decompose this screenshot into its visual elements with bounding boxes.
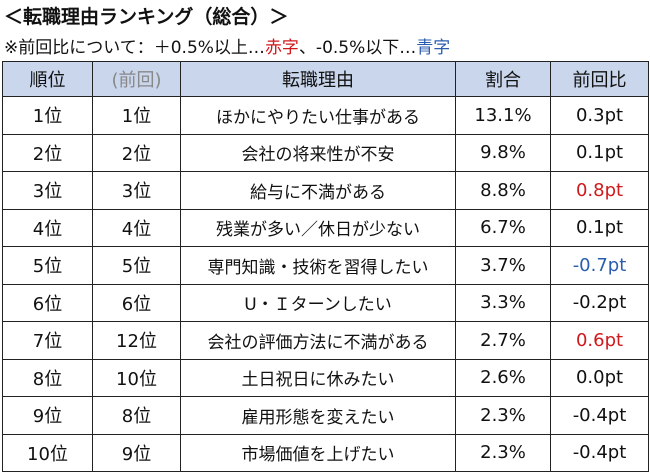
table-row: 5位 5位 専門知識・技術を習得したい 3.7% -0.7pt [2, 246, 649, 285]
header-share: 割合 [455, 61, 551, 97]
cell-rank: 7位 [2, 321, 93, 360]
cell-reason: U・Ｉターンしたい [180, 283, 456, 322]
cell-rank: 3位 [2, 171, 93, 210]
header-rank: 順位 [2, 61, 93, 97]
note-blue-word: 青字 [416, 38, 451, 58]
cell-change: 0.1pt [550, 208, 649, 247]
note-red-word: 赤字 [264, 38, 299, 58]
cell-reason: ほかにやりたい仕事がある [180, 96, 456, 135]
cell-share: 3.3% [455, 283, 551, 322]
cell-previous-rank: 4位 [92, 208, 181, 247]
ranking-table: 順位 (前回) 転職理由 割合 前回比 1位 1位 ほかにやりたい仕事がある 13.1… [2, 61, 649, 472]
cell-share: 2.6% [455, 358, 551, 397]
table-header-row: 順位 (前回) 転職理由 割合 前回比 [2, 61, 649, 97]
cell-reason: 会社の評価方法に不満がある [180, 321, 456, 360]
cell-share: 6.7% [455, 208, 551, 247]
cell-change: -0.2pt [550, 283, 649, 322]
cell-reason: 会社の将来性が不安 [180, 133, 456, 172]
cell-rank: 8位 [2, 358, 93, 397]
note-prefix: ※前回比について：＋0.5%以上… [4, 38, 265, 58]
cell-change: 0.6pt [550, 321, 649, 360]
cell-share: 2.7% [455, 321, 551, 360]
cell-reason: 給与に不満がある [180, 171, 456, 210]
table-body: 1位 1位 ほかにやりたい仕事がある 13.1% 0.3pt 2位 2位 会社の将来性が不安 9… [2, 96, 649, 472]
page-title: ＜転職理由ランキング（総合）＞ [4, 6, 289, 28]
cell-previous-rank: 3位 [92, 171, 181, 210]
legend-note: ※前回比について：＋0.5%以上…赤字、-0.5%以下…青字 [4, 33, 450, 58]
cell-rank: 2位 [2, 133, 93, 172]
table-row: 8位 10位 土日祝日に休みたい 2.6% 0.0pt [2, 358, 649, 397]
cell-rank: 9位 [2, 396, 93, 435]
cell-share: 8.8% [455, 171, 551, 210]
cell-change: 0.1pt [550, 133, 649, 172]
cell-reason: 残業が多い／休日が少ない [180, 208, 456, 247]
note-middle: 、-0.5%以下… [298, 38, 417, 58]
cell-previous-rank: 6位 [92, 283, 181, 322]
table-row: 3位 3位 給与に不満がある 8.8% 0.8pt [2, 171, 649, 210]
table-row: 4位 4位 残業が多い／休日が少ない 6.7% 0.1pt [2, 208, 649, 247]
cell-previous-rank: 12位 [92, 321, 181, 360]
cell-change: 0.3pt [550, 96, 649, 135]
table-row: 2位 2位 会社の将来性が不安 9.8% 0.1pt [2, 133, 649, 172]
cell-previous-rank: 10位 [92, 358, 181, 397]
cell-share: 9.8% [455, 133, 551, 172]
cell-change: -0.7pt [550, 246, 649, 285]
cell-rank: 4位 [2, 208, 93, 247]
cell-rank: 6位 [2, 283, 93, 322]
cell-previous-rank: 1位 [92, 96, 181, 135]
cell-change: 0.0pt [550, 358, 649, 397]
cell-change: -0.4pt [550, 396, 649, 435]
table-row: 9位 8位 雇用形態を変えたい 2.3% -0.4pt [2, 396, 649, 435]
cell-reason: 土日祝日に休みたい [180, 358, 456, 397]
table-row: 6位 6位 U・Ｉターンしたい 3.3% -0.2pt [2, 283, 649, 322]
header-reason: 転職理由 [180, 61, 456, 97]
header-change: 前回比 [550, 61, 649, 97]
cell-share: 2.3% [455, 396, 551, 435]
cell-rank: 5位 [2, 246, 93, 285]
cell-rank: 1位 [2, 96, 93, 135]
table-row: 1位 1位 ほかにやりたい仕事がある 13.1% 0.3pt [2, 96, 649, 135]
cell-previous-rank: 5位 [92, 246, 181, 285]
table-row: 7位 12位 会社の評価方法に不満がある 2.7% 0.6pt [2, 321, 649, 360]
cell-share: 3.7% [455, 246, 551, 285]
cell-previous-rank: 2位 [92, 133, 181, 172]
cell-share: 13.1% [455, 96, 551, 135]
cell-reason: 雇用形態を変えたい [180, 396, 456, 435]
header-previous: (前回) [92, 61, 181, 97]
cell-reason: 専門知識・技術を習得したい [180, 246, 456, 285]
cell-change: 0.8pt [550, 171, 649, 210]
cell-previous-rank: 8位 [92, 396, 181, 435]
